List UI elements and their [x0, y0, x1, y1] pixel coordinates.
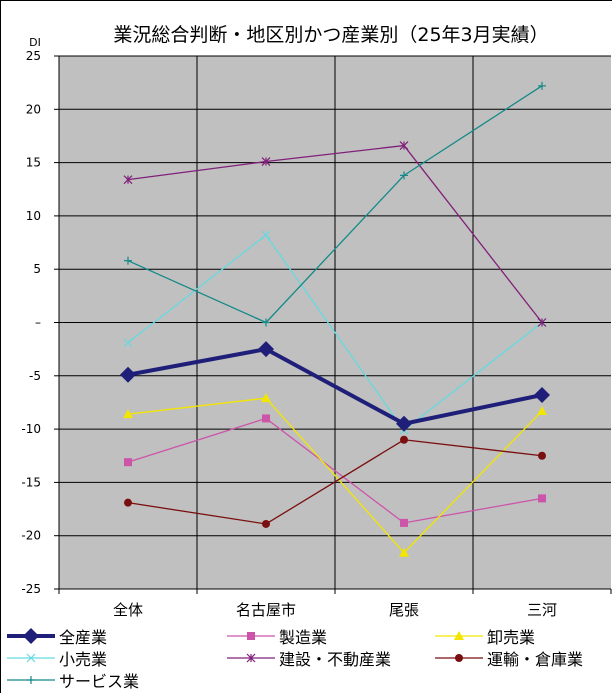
- y-tick-label: -15: [21, 475, 41, 489]
- y-tick-label: 10: [26, 209, 41, 223]
- legend-item: 全産業: [5, 625, 107, 647]
- data-point: [454, 631, 464, 640]
- x-tick-label: 三河: [527, 601, 557, 619]
- x-axis-ticks: 全体 名古屋市 尾張 三河: [58, 589, 612, 619]
- y-tick-label: 15: [26, 156, 41, 170]
- legend-item: 運輸・倉庫業: [433, 647, 583, 669]
- legend-label: 卸売業: [487, 628, 536, 647]
- data-point: [538, 451, 546, 460]
- data-point: [261, 393, 271, 403]
- data-point: [534, 386, 550, 403]
- series-0: [120, 341, 550, 432]
- legend-swatch: [7, 653, 55, 663]
- x-tick-label: 尾張: [389, 601, 419, 619]
- series-line: [127, 144, 543, 323]
- series-4: [123, 141, 547, 327]
- y-tick-label: –: [35, 316, 41, 330]
- data-point: [124, 256, 132, 265]
- data-point: [124, 498, 132, 507]
- data-point: [538, 81, 546, 90]
- data-point: [537, 405, 547, 415]
- legend-swatch: [435, 654, 483, 662]
- series-line: [127, 439, 543, 525]
- y-tick-label: 25: [26, 49, 41, 63]
- chart-title: 業況総合判断・地区別かつ産業別（25年3月実績）: [113, 24, 548, 46]
- legend-swatch: [227, 653, 275, 663]
- data-point: [400, 518, 408, 527]
- legend-swatch: [7, 628, 55, 644]
- series-2: [123, 393, 547, 557]
- series-line: [127, 397, 543, 554]
- data-point: [124, 458, 132, 467]
- data-point: [262, 414, 270, 423]
- data-point: [537, 318, 547, 327]
- data-point: [396, 415, 412, 432]
- data-point: [123, 175, 133, 185]
- series-line: [127, 85, 543, 324]
- legend-item: 小売業: [5, 647, 107, 669]
- y-axis-label: DI: [29, 36, 41, 49]
- legend-item: 卸売業: [433, 625, 535, 647]
- data-point: [246, 653, 256, 663]
- legend-item: 建設・不動産業: [225, 647, 391, 669]
- data-point: [123, 338, 133, 348]
- data-point: [258, 341, 274, 358]
- legend-label: 運輸・倉庫業: [487, 650, 584, 669]
- data-point: [26, 653, 36, 663]
- y-tick-label: -20: [21, 529, 41, 543]
- y-tick-label: -5: [29, 369, 41, 383]
- legend-item: 製造業: [225, 625, 327, 647]
- data-point: [262, 318, 270, 327]
- x-tick-label: 名古屋市: [236, 601, 296, 619]
- y-tick-label: 20: [26, 102, 41, 116]
- x-tick-label: 全体: [113, 601, 143, 619]
- legend-label: 製造業: [279, 628, 328, 647]
- data-point: [123, 409, 133, 419]
- y-tick-label: -10: [21, 422, 41, 436]
- series-5: [124, 435, 546, 528]
- legend-swatch: [227, 632, 275, 640]
- series-1: [124, 414, 546, 527]
- legend-label: 全産業: [59, 628, 108, 647]
- series-6: [124, 81, 546, 327]
- y-axis-ticks: 25 20 15 10 5 – -5 -10 -15 -20 -25: [21, 49, 59, 596]
- legend-label: サービス業: [59, 672, 140, 691]
- legend-label: 建設・不動産業: [279, 650, 392, 669]
- series-line: [127, 234, 543, 431]
- data-point: [247, 632, 255, 640]
- data-point: [23, 628, 39, 644]
- series-line: [127, 347, 543, 426]
- y-tick-label: -25: [21, 582, 41, 596]
- data-point: [120, 366, 136, 383]
- data-point: [455, 654, 463, 662]
- legend-swatch: [7, 676, 55, 684]
- data-point: [399, 141, 409, 150]
- data-point: [27, 676, 35, 684]
- series-layer: [120, 81, 550, 557]
- legend-swatch: [435, 631, 483, 640]
- data-point: [400, 171, 408, 180]
- y-tick-label: 5: [33, 262, 41, 276]
- data-point: [261, 157, 271, 166]
- legend-label: 小売業: [59, 650, 108, 669]
- data-point: [399, 547, 409, 557]
- data-point: [538, 494, 546, 503]
- series-line: [127, 417, 543, 524]
- data-point: [261, 230, 271, 240]
- data-point: [400, 435, 408, 444]
- legend-item: サービス業: [5, 669, 139, 691]
- data-point: [262, 519, 270, 528]
